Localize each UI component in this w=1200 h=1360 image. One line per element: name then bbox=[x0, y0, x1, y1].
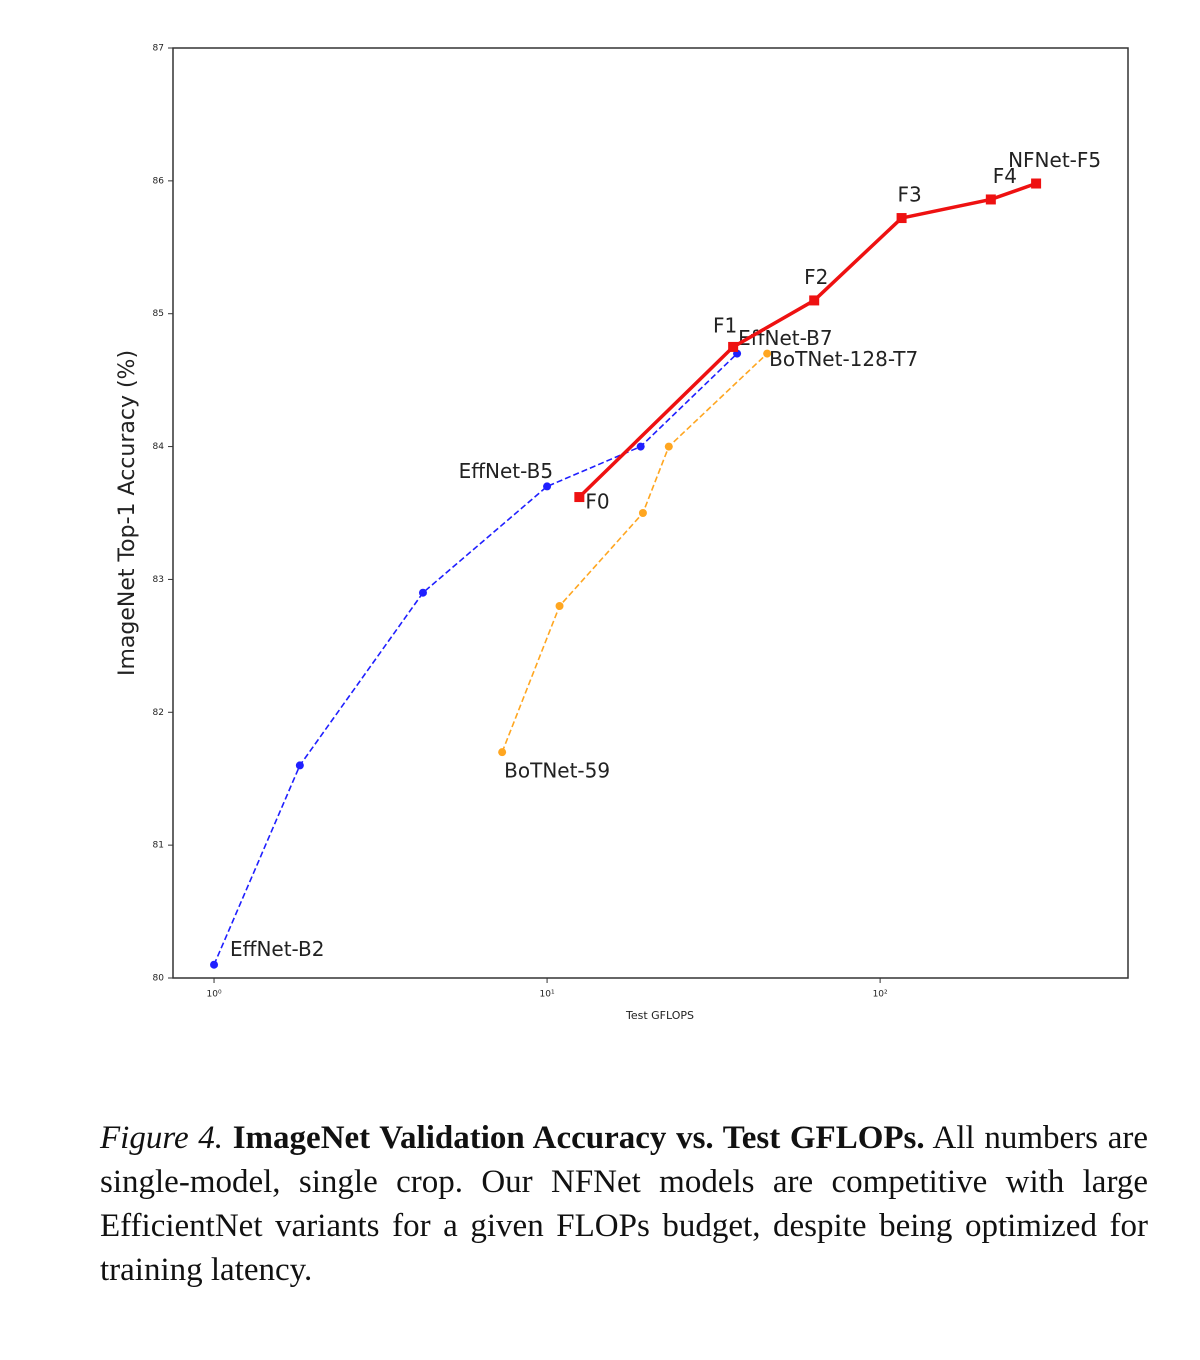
x-axis-label: Test GFLOPS bbox=[625, 1009, 694, 1022]
point-label: EffNet-B7 bbox=[738, 326, 832, 350]
caption-title: ImageNet Validation Accuracy vs. Test GF… bbox=[232, 1120, 925, 1156]
caption-label: Figure 4. bbox=[100, 1120, 224, 1156]
y-tick-label: 83 bbox=[153, 575, 164, 585]
point-label: F3 bbox=[897, 183, 921, 207]
point bbox=[1031, 178, 1042, 189]
y-axis-label: ImageNet Top-1 Accuracy (%) bbox=[115, 350, 140, 676]
point bbox=[763, 349, 772, 358]
point-label: BoTNet-128-T7 bbox=[769, 347, 918, 371]
x-tick-label: 10¹ bbox=[540, 990, 555, 1000]
point bbox=[498, 748, 507, 757]
point bbox=[638, 509, 647, 517]
point bbox=[418, 588, 427, 597]
point bbox=[728, 341, 739, 352]
point bbox=[295, 761, 304, 770]
chart: Test GFLOPS ImageNet Top-1 Accuracy (%) … bbox=[115, 44, 1129, 1022]
point bbox=[555, 602, 564, 610]
y-tick-label: 87 bbox=[153, 44, 164, 54]
point bbox=[543, 482, 552, 491]
y-tick-label: 84 bbox=[153, 442, 165, 452]
point bbox=[809, 295, 820, 306]
point-label: BoTNet-59 bbox=[504, 759, 610, 783]
series-line bbox=[213, 352, 738, 966]
series-line bbox=[501, 352, 768, 753]
point-label: EffNet-B5 bbox=[459, 459, 553, 483]
y-tick-label: 80 bbox=[153, 974, 165, 984]
point-label: F2 bbox=[804, 265, 828, 289]
point bbox=[664, 442, 673, 451]
point bbox=[985, 194, 996, 205]
point-label: EffNet-B2 bbox=[230, 937, 324, 961]
y-tick-label: 82 bbox=[153, 708, 164, 718]
point-label: NFNet-F5 bbox=[1008, 148, 1101, 172]
plot-frame bbox=[172, 47, 1129, 979]
point-label: F0 bbox=[585, 490, 609, 514]
y-tick-label: 81 bbox=[153, 841, 164, 851]
x-tick-label: 10² bbox=[873, 990, 888, 1000]
caption: Figure 4. ImageNet Validation Accuracy v… bbox=[100, 1116, 1148, 1292]
point-label: F1 bbox=[713, 313, 737, 337]
point bbox=[896, 213, 907, 224]
y-tick-label: 86 bbox=[153, 176, 165, 186]
caption-text: All numbers are single-model, single cro… bbox=[100, 1120, 1148, 1288]
point-label: F4 bbox=[993, 164, 1017, 188]
y-tick-label: 85 bbox=[153, 309, 164, 319]
x-tick-label: 10⁰ bbox=[207, 990, 222, 1000]
point bbox=[210, 960, 219, 969]
point bbox=[636, 442, 645, 451]
point bbox=[574, 492, 585, 503]
series-line bbox=[578, 181, 1037, 499]
